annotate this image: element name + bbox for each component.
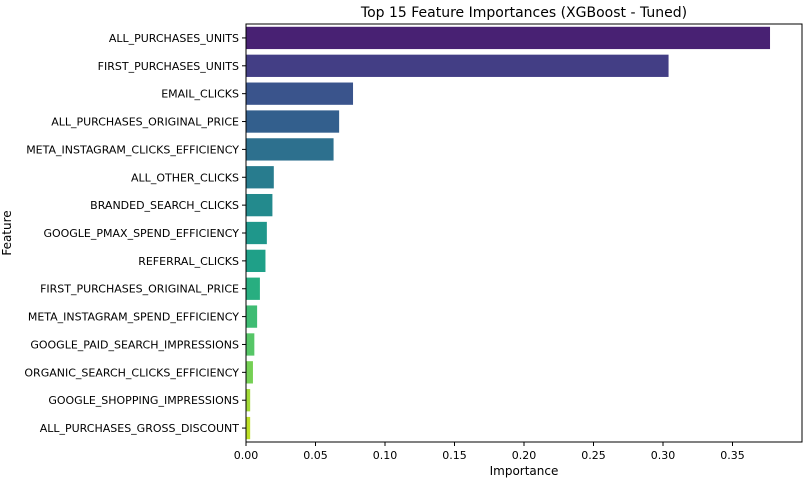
x-tick-label: 0.10 (373, 449, 398, 462)
x-axis-label: Importance (490, 464, 559, 478)
bar-first-purchases-units (246, 54, 669, 77)
x-tick-label: 0.00 (234, 449, 259, 462)
bar-google-shopping-impressions (246, 389, 251, 412)
y-tick-label: ALL_PURCHASES_ORIGINAL_PRICE (51, 116, 239, 129)
bar-all-other-clicks (246, 166, 274, 189)
x-tick-label: 0.20 (512, 449, 537, 462)
x-tick-label: 0.30 (651, 449, 676, 462)
x-tick-label: 0.05 (303, 449, 328, 462)
y-tick-labels: ALL_PURCHASES_UNITS FIRST_PURCHASES_UNITS… (24, 32, 246, 435)
x-tick-label: 0.25 (581, 449, 606, 462)
bar-meta-instagram-clicks-efficiency (246, 138, 334, 161)
bar-branded-search-clicks (246, 193, 273, 217)
y-tick-label: GOOGLE_PMAX_SPEND_EFFICIENCY (43, 227, 239, 240)
x-tick-label: 0.15 (442, 449, 467, 462)
bar-all-purchases-gross-discount (246, 416, 251, 440)
bar-google-pmax-spend-efficiency (246, 221, 267, 245)
y-axis-label: Feature (0, 210, 14, 255)
y-tick-label: BRANDED_SEARCH_CLICKS (90, 199, 239, 212)
y-tick-label: FIRST_PURCHASES_UNITS (98, 60, 239, 73)
bar-all-purchases-units (246, 26, 771, 50)
y-tick-label: GOOGLE_PAID_SEARCH_IMPRESSIONS (30, 338, 239, 351)
x-tick-labels: 0.00 0.05 0.10 0.15 0.20 0.25 0.30 0.35 (234, 442, 745, 462)
y-tick-label: ALL_OTHER_CLICKS (131, 171, 239, 184)
x-tick-label: 0.35 (720, 449, 745, 462)
y-tick-label: GOOGLE_SHOPPING_IMPRESSIONS (48, 394, 239, 407)
y-tick-label: REFERRAL_CLICKS (138, 255, 239, 268)
y-tick-label: FIRST_PURCHASES_ORIGINAL_PRICE (40, 283, 239, 296)
y-tick-label: META_INSTAGRAM_SPEND_EFFICIENCY (28, 311, 239, 324)
chart-title: Top 15 Feature Importances (XGBoost - Tu… (360, 5, 687, 21)
y-tick-label: EMAIL_CLICKS (161, 88, 239, 101)
bars-layer (246, 26, 771, 440)
bar-all-purchases-original-price (246, 110, 340, 133)
bar-referral-clicks (246, 249, 266, 273)
bar-email-clicks (246, 82, 354, 105)
y-tick-label: ORGANIC_SEARCH_CLICKS_EFFICIENCY (24, 366, 239, 379)
bar-meta-instagram-spend-efficiency (246, 305, 258, 328)
bar-google-paid-search-impressions (246, 333, 255, 356)
bar-organic-search-clicks-efficiency (246, 361, 253, 384)
bar-first-purchases-original-price (246, 277, 260, 300)
y-tick-label: ALL_PURCHASES_GROSS_DISCOUNT (40, 422, 240, 435)
y-tick-label: META_INSTAGRAM_CLICKS_EFFICIENCY (26, 143, 239, 156)
plot-frame (245, 23, 803, 443)
y-tick-label: ALL_PURCHASES_UNITS (109, 32, 239, 45)
